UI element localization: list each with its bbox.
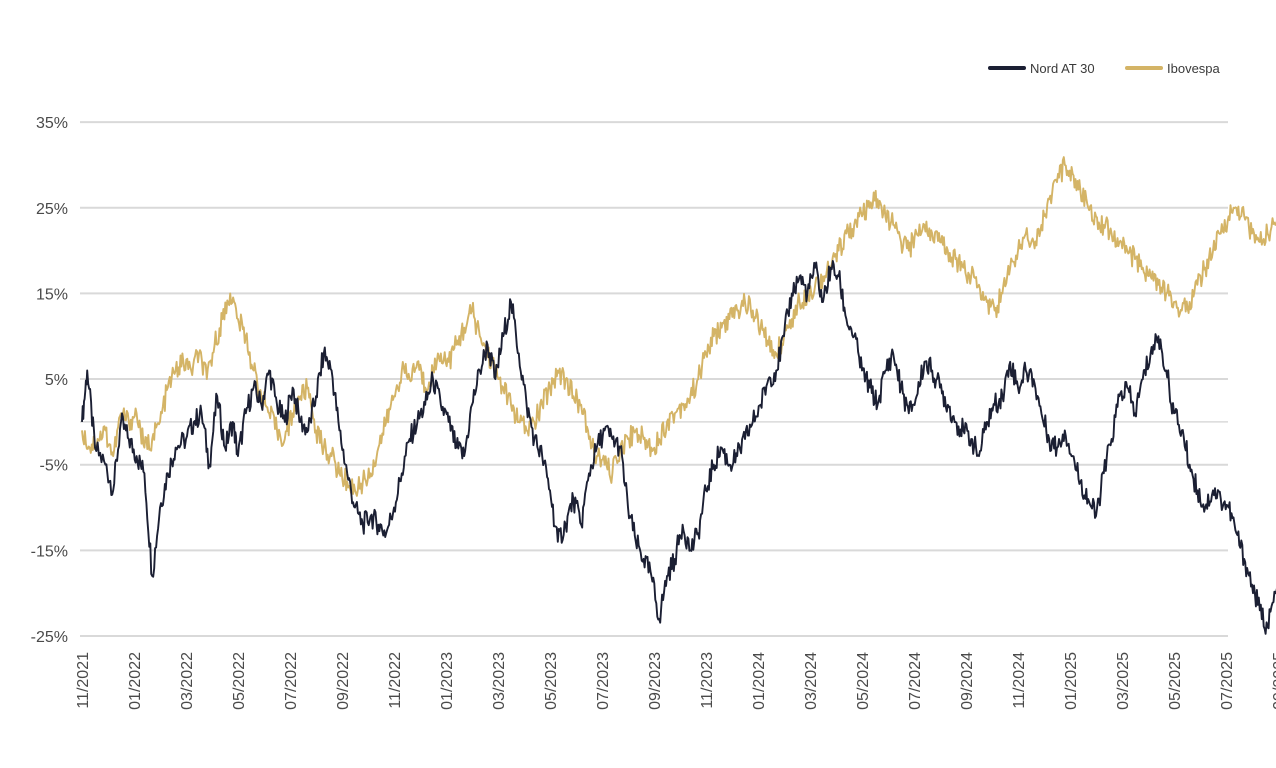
x-tick-label: 11/2024 xyxy=(1011,652,1028,709)
x-tick-label: 09/2025 xyxy=(1271,652,1276,710)
x-tick-label: 07/2022 xyxy=(283,652,300,710)
y-tick-label: 15% xyxy=(36,286,68,303)
x-axis-ticks: 11/2021 01/2022 03/2022 05/2022 07/2022 09/20… xyxy=(75,652,1276,710)
x-tick-label: 11/2022 xyxy=(387,652,404,709)
y-tick-label: 25% xyxy=(36,201,68,218)
legend-label: Nord AT 30 xyxy=(1030,61,1095,76)
y-tick-label: -15% xyxy=(31,543,68,560)
x-tick-label: 01/2022 xyxy=(127,652,144,710)
y-tick-label: 5% xyxy=(45,372,68,389)
x-tick-label: 01/2023 xyxy=(439,652,456,710)
x-tick-label: 01/2024 xyxy=(751,652,768,710)
x-tick-label: 03/2025 xyxy=(1115,652,1132,710)
series-line-ibovespa xyxy=(81,156,1276,497)
x-tick-label: 11/2023 xyxy=(699,652,716,709)
x-tick-label: 05/2023 xyxy=(543,652,560,710)
y-axis-ticks: 35% 25% 15% 5% -5% -15% -25% xyxy=(31,115,68,646)
gridlines xyxy=(80,121,1228,637)
x-tick-label: 03/2023 xyxy=(491,652,508,710)
x-tick-label: 09/2022 xyxy=(335,652,352,710)
x-tick-label: 05/2024 xyxy=(855,652,872,710)
x-tick-label: 03/2024 xyxy=(803,652,820,710)
x-tick-label: 05/2022 xyxy=(231,652,248,710)
x-tick-label: 07/2025 xyxy=(1219,652,1236,710)
y-tick-label: -25% xyxy=(31,629,68,646)
legend: Nord AT 30 Ibovespa xyxy=(988,61,1221,76)
x-tick-label: 03/2022 xyxy=(179,652,196,710)
x-tick-label: 01/2025 xyxy=(1063,652,1080,710)
series-line-nord-at-30 xyxy=(81,260,1276,635)
x-tick-label: 07/2023 xyxy=(595,652,612,710)
x-tick-label: 09/2023 xyxy=(647,652,664,710)
x-tick-label: 05/2025 xyxy=(1167,652,1184,710)
series-group xyxy=(81,156,1276,635)
y-tick-label: -5% xyxy=(40,458,68,475)
x-tick-label: 11/2021 xyxy=(75,652,92,709)
x-tick-label: 09/2024 xyxy=(959,652,976,710)
legend-label: Ibovespa xyxy=(1167,61,1221,76)
x-tick-label: 07/2024 xyxy=(907,652,924,710)
y-tick-label: 35% xyxy=(36,115,68,132)
